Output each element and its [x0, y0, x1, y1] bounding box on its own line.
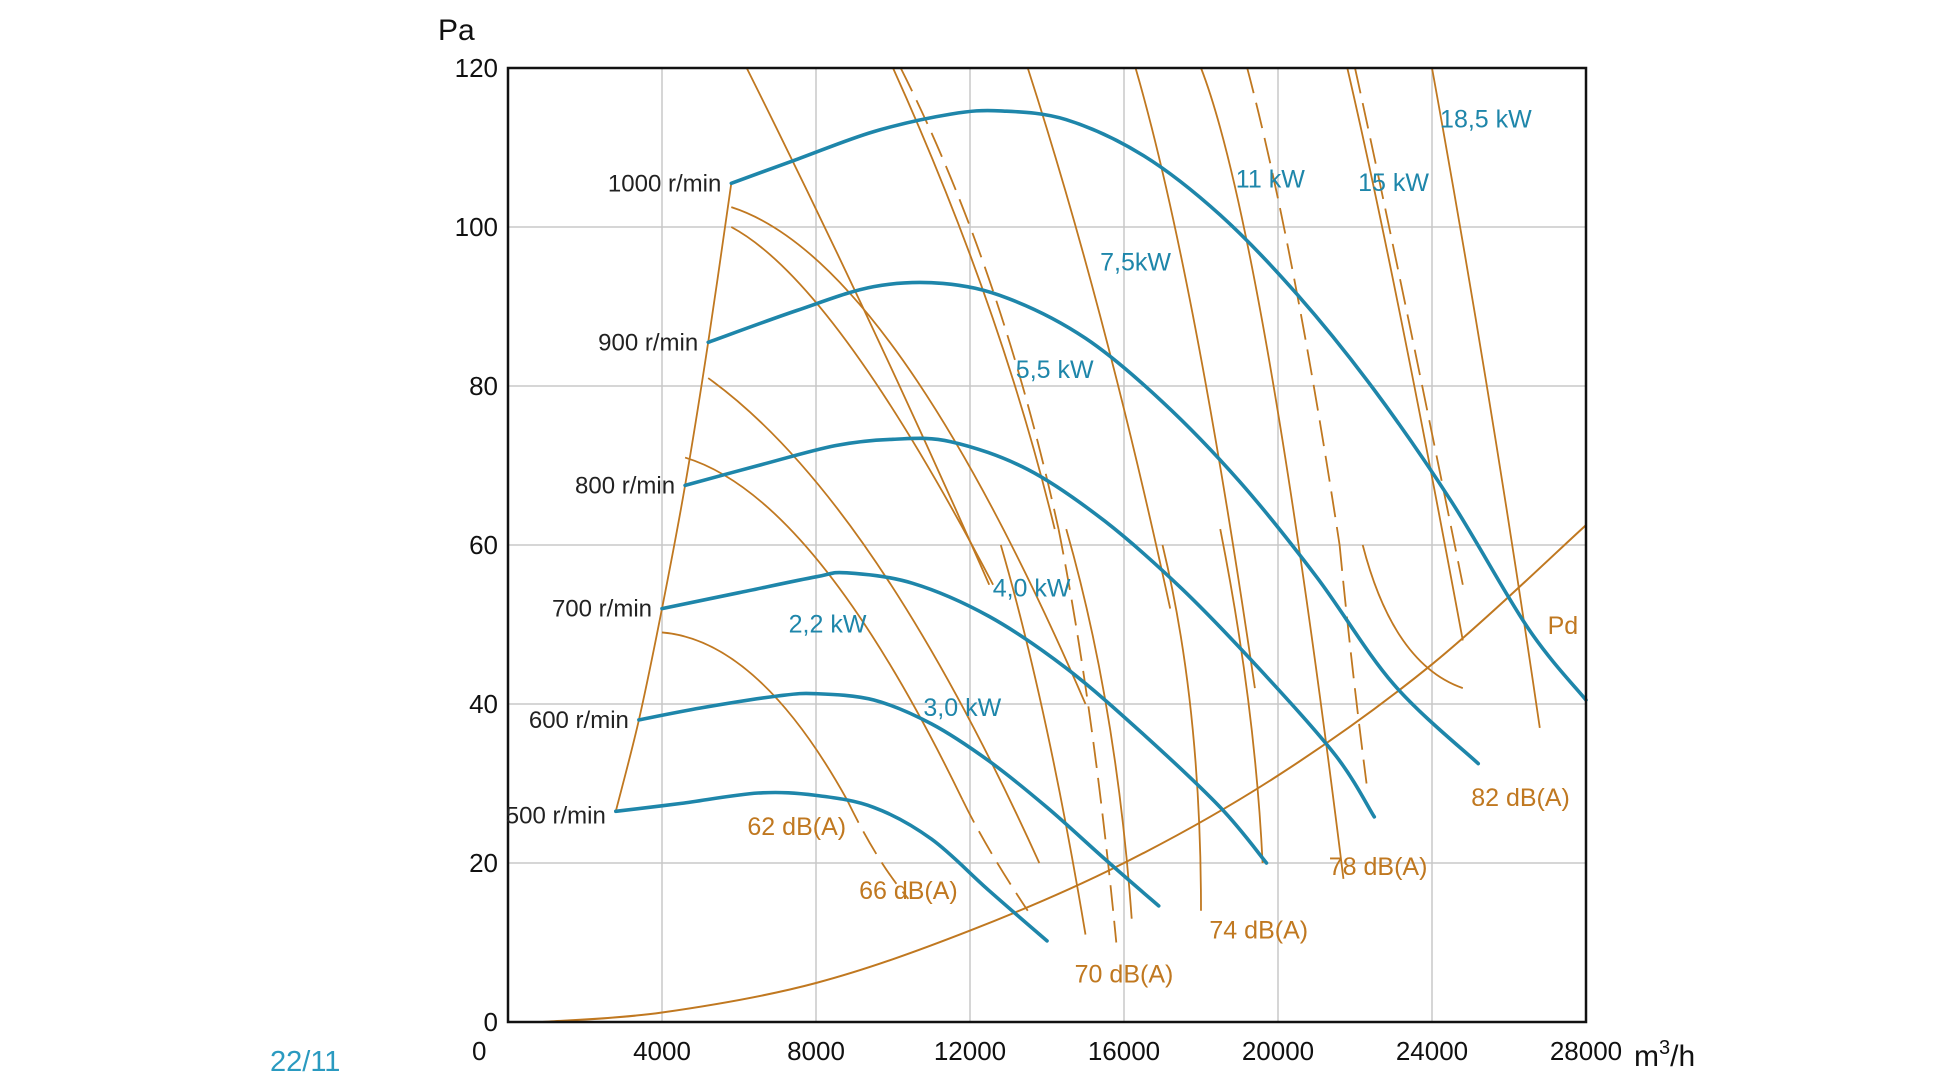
power-label: 2,2 kW — [789, 610, 867, 638]
series-label: 500 r/min — [506, 802, 606, 829]
x-tick-label: 12000 — [934, 1036, 1006, 1066]
y-tick-label: 80 — [469, 371, 498, 401]
system-curve-dashed — [961, 799, 1029, 912]
x-tick-label: 20000 — [1242, 1036, 1314, 1066]
power-line — [745, 67, 991, 586]
power-line — [1431, 67, 1541, 728]
power-line — [1346, 67, 1464, 641]
x-tick-label: 8000 — [787, 1036, 845, 1066]
y-tick-label: 100 — [455, 212, 498, 242]
sound-label: 74 dB(A) — [1209, 917, 1308, 945]
fan-curve — [614, 790, 1049, 943]
x-tick-label: 28000 — [1550, 1036, 1622, 1066]
y-axis-unit: Pa — [438, 14, 475, 47]
system-curve — [730, 226, 994, 586]
x-unit-sup: 3 — [1659, 1037, 1670, 1059]
power-label: 7,5kW — [1100, 249, 1171, 277]
x-unit-base: m — [1634, 1040, 1659, 1073]
system-curve — [731, 206, 1087, 705]
x-axis-unit: m3/h — [1634, 1037, 1695, 1073]
dynamic-pressure-curve — [542, 524, 1587, 1023]
y-tick-label: 40 — [469, 689, 498, 719]
x-unit-tail: /h — [1670, 1040, 1695, 1073]
x-tick-label: 24000 — [1396, 1036, 1468, 1066]
series-label: 700 r/min — [552, 596, 652, 623]
power-line — [892, 67, 1056, 530]
power-line — [1026, 67, 1172, 609]
sound-label: 78 dB(A) — [1329, 853, 1428, 881]
sound-line — [1219, 528, 1264, 864]
power-label: 5,5 kW — [1016, 356, 1094, 384]
fan-curve — [729, 108, 1588, 702]
fan-curve — [637, 691, 1161, 908]
system-curve-dashed — [845, 799, 910, 900]
power-label: 18,5 kW — [1440, 106, 1532, 134]
fan-curve — [683, 436, 1377, 819]
sound-label: 62 dB(A) — [747, 813, 846, 841]
sound-label: 82 dB(A) — [1471, 784, 1570, 812]
system-curve — [661, 631, 848, 800]
power-line-dashed — [1338, 544, 1368, 784]
figure-code: 22/11 — [270, 1046, 341, 1078]
power-label: 4,0 kW — [993, 575, 1071, 603]
y-tick-label: 60 — [469, 530, 498, 560]
x-tick-label: 4000 — [633, 1036, 691, 1066]
series-label: 1000 r/min — [608, 170, 721, 197]
plot-frame — [506, 66, 1588, 1024]
series-label: 900 r/min — [598, 329, 698, 356]
x-tick-label: 16000 — [1088, 1036, 1160, 1066]
power-label: 15 kW — [1358, 169, 1429, 197]
y-tick-label: 0 — [484, 1007, 498, 1037]
y-tick-label: 120 — [455, 53, 498, 83]
system-curve — [707, 377, 1041, 864]
sound-line — [1065, 528, 1133, 919]
power-line-dashed — [899, 67, 1060, 530]
system-curve — [684, 456, 964, 800]
sound-label: 66 dB(A) — [859, 877, 958, 905]
fan-curve — [660, 570, 1269, 865]
series-label: 800 r/min — [575, 472, 675, 499]
power-label: 11 kW — [1236, 165, 1305, 193]
sound-label: 70 dB(A) — [1075, 960, 1174, 988]
power-line — [1200, 67, 1345, 880]
power-label: 3,0 kW — [923, 694, 1001, 722]
sound-line — [1361, 544, 1464, 689]
power-line-dashed — [1057, 528, 1118, 943]
sound-line — [1161, 544, 1202, 911]
power-line — [1134, 67, 1256, 689]
y-tick-label: 20 — [469, 848, 498, 878]
series-label: 600 r/min — [529, 707, 629, 734]
sound-line — [999, 544, 1087, 935]
dynamic-pressure-label: Pd — [1548, 612, 1579, 640]
fan-curve — [706, 280, 1480, 766]
x-tick-label: 0 — [472, 1036, 486, 1066]
power-line-dashed — [1246, 67, 1341, 546]
